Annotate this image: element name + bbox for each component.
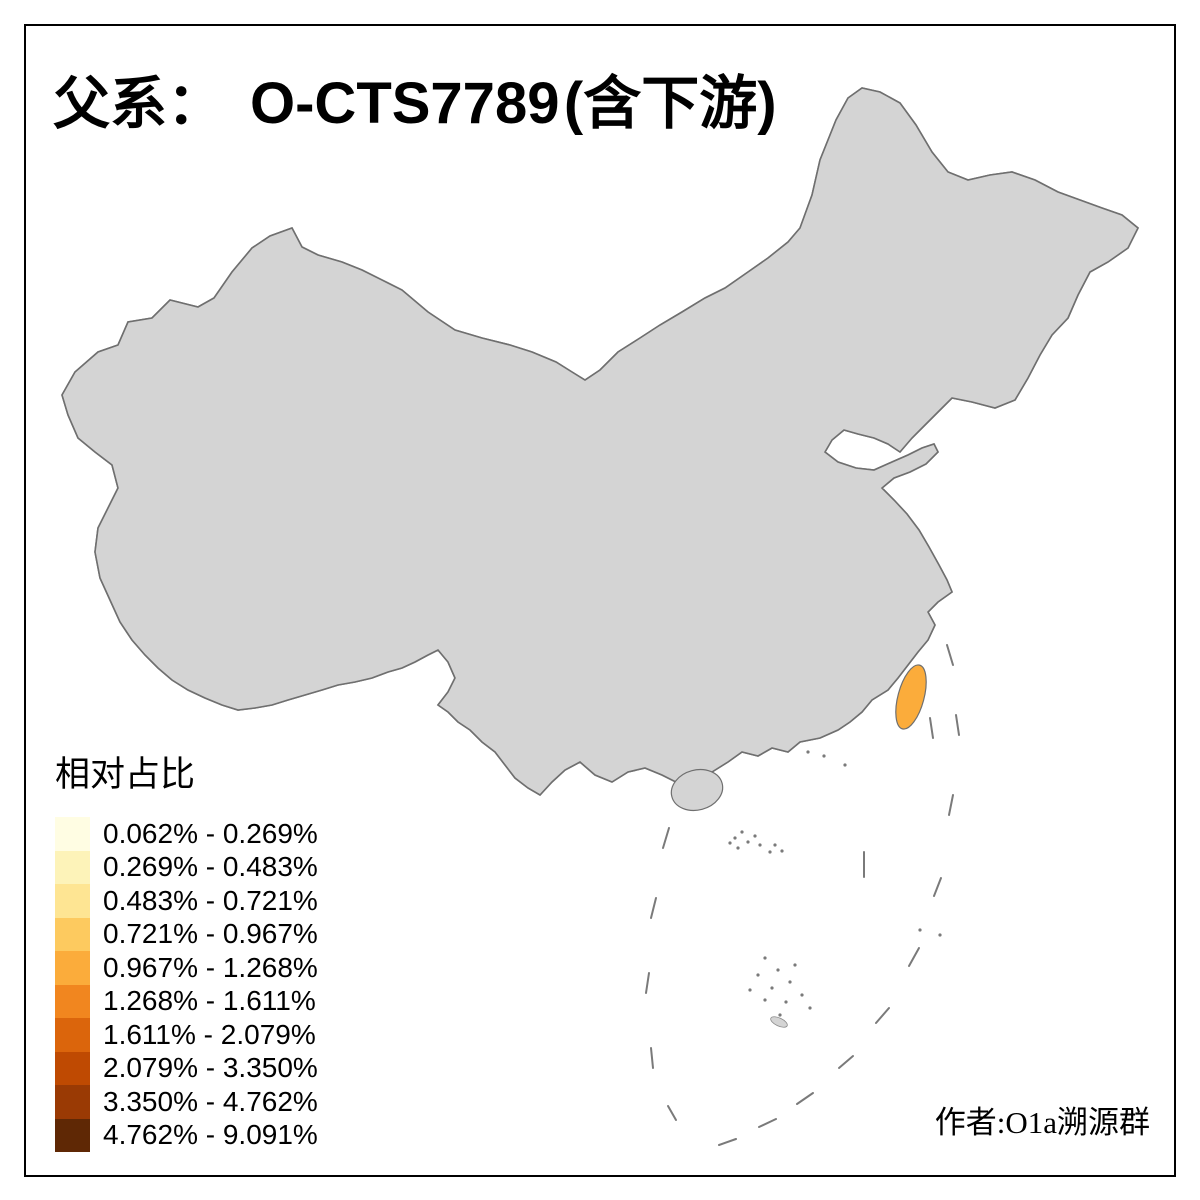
- islet-dot: [733, 836, 737, 840]
- islet-dot: [776, 968, 780, 972]
- attribution: 作者:O1a溯源群: [934, 1105, 1150, 1140]
- legend-row: 0.721% - 0.967%: [55, 917, 318, 951]
- sea-boundary-dash: [875, 1007, 890, 1024]
- sea-boundary-dash: [662, 827, 670, 849]
- islet-dot: [918, 928, 922, 932]
- page-title: 父系： O-CTS7789 (含下游): [53, 56, 777, 140]
- legend-row: 4.762% - 9.091%: [55, 1118, 318, 1152]
- islet-dot: [793, 963, 797, 967]
- legend-swatch-1: [55, 817, 90, 851]
- islet-dot: [800, 993, 804, 997]
- islet-dot: [784, 1000, 788, 1004]
- legend-row: 1.268% - 1.611%: [55, 984, 318, 1018]
- legend-swatch-6: [55, 984, 90, 1018]
- sea-boundary-dash: [758, 1118, 777, 1128]
- legend-swatch-5: [55, 951, 90, 985]
- legend-label-3: 0.483% - 0.721%: [103, 884, 318, 916]
- map-frame: [24, 24, 1176, 1177]
- title-suffix: (含下游): [563, 71, 777, 136]
- title-haplogroup: O-CTS7789: [250, 71, 560, 136]
- sea-boundary-dash: [667, 1105, 677, 1121]
- sea-boundary-dash: [718, 1138, 737, 1146]
- islet-dot: [788, 980, 792, 984]
- legend-label-8: 2.079% - 3.350%: [103, 1052, 318, 1084]
- legend-row: 2.079% - 3.350%: [55, 1051, 318, 1085]
- legend-swatch-4: [55, 917, 90, 951]
- sea-boundary-dash: [796, 1092, 814, 1105]
- sea-boundary-dash: [955, 714, 960, 736]
- legend-label-10: 4.762% - 9.091%: [103, 1119, 318, 1151]
- legend-label-7: 1.611% - 2.079%: [103, 1018, 316, 1050]
- islet-dot: [768, 850, 772, 854]
- legend-swatch-9: [55, 1085, 90, 1119]
- legend-row: 0.062% - 0.269%: [55, 817, 318, 851]
- islet-dot: [728, 841, 732, 845]
- legend-swatch-2: [55, 850, 90, 884]
- legend-label-9: 3.350% - 4.762%: [103, 1085, 318, 1117]
- islet-dot: [806, 750, 810, 754]
- legend-row: 1.611% - 2.079%: [55, 1018, 318, 1052]
- legend-swatch-7: [55, 1018, 90, 1052]
- islet-dot: [773, 843, 777, 847]
- legend-swatch-8: [55, 1051, 90, 1085]
- hainan-island: [670, 768, 724, 812]
- islet-dot: [758, 843, 762, 847]
- islet-dot: [763, 956, 767, 960]
- sea-boundary-dash: [650, 897, 657, 919]
- legend-swatch-10: [55, 1118, 90, 1152]
- legend-label-5: 0.967% - 1.268%: [103, 951, 318, 983]
- sea-boundary-dash: [946, 644, 954, 666]
- islet-dot: [740, 830, 744, 834]
- legend-row: 0.269% - 0.483%: [55, 850, 318, 884]
- legend-rows: 0.062% - 0.269% 0.269% - 0.483% 0.483% -…: [55, 817, 318, 1152]
- islet-dot: [778, 1013, 782, 1017]
- legend-row: 3.350% - 4.762%: [55, 1085, 318, 1119]
- sea-boundary-dash: [838, 1055, 854, 1069]
- legend-row: 0.483% - 0.721%: [55, 884, 318, 918]
- islet-dot: [753, 834, 757, 838]
- sea-boundary-dash: [933, 877, 942, 897]
- sea-boundary-dash: [948, 794, 954, 816]
- legend-swatch-3: [55, 884, 90, 918]
- dongsha-islet: [770, 1016, 788, 1028]
- legend-label-6: 1.268% - 1.611%: [103, 985, 316, 1017]
- islet-dot: [938, 933, 942, 937]
- sea-boundary-dash: [645, 972, 650, 994]
- nine-dash-line-group: [645, 644, 960, 1146]
- legend: 相对占比 0.062% - 0.269% 0.269% - 0.483% 0.4…: [55, 746, 318, 1152]
- sea-islets-group: [728, 750, 942, 1017]
- legend-label-2: 0.269% - 0.483%: [103, 851, 318, 883]
- sea-boundary-dash: [929, 717, 934, 739]
- sea-boundary-dash: [650, 1047, 654, 1069]
- islet-dot: [756, 973, 760, 977]
- legend-label-4: 0.721% - 0.967%: [103, 918, 318, 950]
- islet-dot: [748, 988, 752, 992]
- legend-label-1: 0.062% - 0.269%: [103, 817, 318, 849]
- islet-dot: [770, 986, 774, 990]
- islet-dot: [736, 846, 740, 850]
- title-prefix: 父系：: [53, 73, 224, 136]
- islet-dot: [780, 849, 784, 853]
- islet-dot: [763, 998, 767, 1002]
- sea-boundary-dash: [908, 947, 920, 967]
- mainland-outline-stroke: [61, 87, 1139, 801]
- islet-dot: [843, 763, 847, 767]
- legend-row: 0.967% - 1.268%: [55, 951, 318, 985]
- taiwan-island: [895, 664, 927, 730]
- islet-dot: [808, 1006, 812, 1010]
- legend-title: 相对占比: [55, 755, 196, 794]
- islet-dot: [822, 754, 826, 758]
- islet-dot: [746, 840, 750, 844]
